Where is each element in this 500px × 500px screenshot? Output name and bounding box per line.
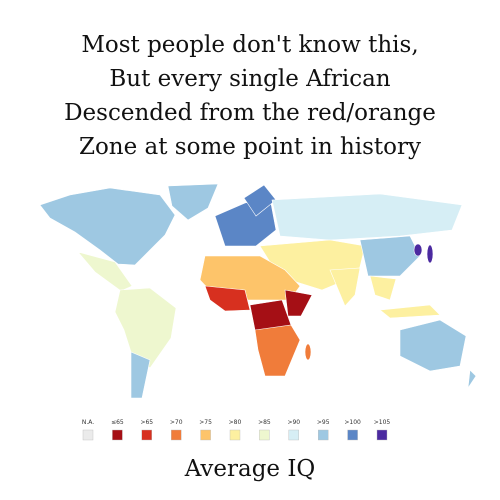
legend-swatch (170, 429, 182, 441)
korea (413, 243, 423, 257)
caption: Average IQ (184, 456, 316, 482)
legend-swatch (288, 429, 299, 441)
legend-swatch (141, 429, 153, 441)
legend-label: >65 (140, 419, 153, 426)
legend-swatch (82, 429, 94, 441)
legend-swatch (376, 429, 388, 441)
legend-label: >70 (170, 419, 183, 426)
southern-africa (254, 324, 301, 377)
new-zealand (467, 369, 477, 389)
legend-swatch (259, 429, 270, 441)
legend-swatch (347, 429, 358, 441)
legend-label: >80 (229, 419, 242, 426)
australia (399, 319, 467, 372)
title-line: Most people don't know this, (81, 32, 418, 58)
japan (426, 244, 434, 264)
legend-label: >100 (344, 419, 361, 426)
title-line: Descended from the red/orange (64, 100, 436, 126)
legend-label: >75 (199, 419, 212, 426)
indonesia (379, 304, 441, 319)
legend-swatch (229, 429, 241, 441)
legend-label: N.A. (82, 419, 94, 426)
russia (271, 193, 463, 241)
title-line: But every single African (109, 66, 390, 92)
legend: N.A. ≤65 >65 >70 >75 >80 >85 >90 >95 >100 >105 (82, 419, 391, 441)
greenland (167, 183, 219, 221)
world-map (39, 183, 477, 399)
china (359, 235, 421, 277)
legend-swatch (200, 429, 211, 441)
legend-label: >90 (287, 419, 300, 426)
legend-swatch (318, 429, 329, 441)
south-america (114, 287, 177, 369)
central-america (77, 251, 133, 292)
legend-label: >95 (317, 419, 330, 426)
west-africa (204, 285, 251, 312)
legend-label: >105 (374, 419, 391, 426)
legend-swatch (112, 429, 123, 441)
southeast-asia (369, 275, 397, 301)
india (329, 267, 361, 307)
legend-label: >85 (258, 419, 271, 426)
southern-cone (130, 351, 151, 399)
madagascar (304, 343, 312, 361)
north-america (39, 187, 176, 266)
title-line: Zone at some point in history (79, 134, 421, 160)
horn-of-africa (284, 289, 313, 317)
legend-label: ≤65 (111, 419, 124, 426)
